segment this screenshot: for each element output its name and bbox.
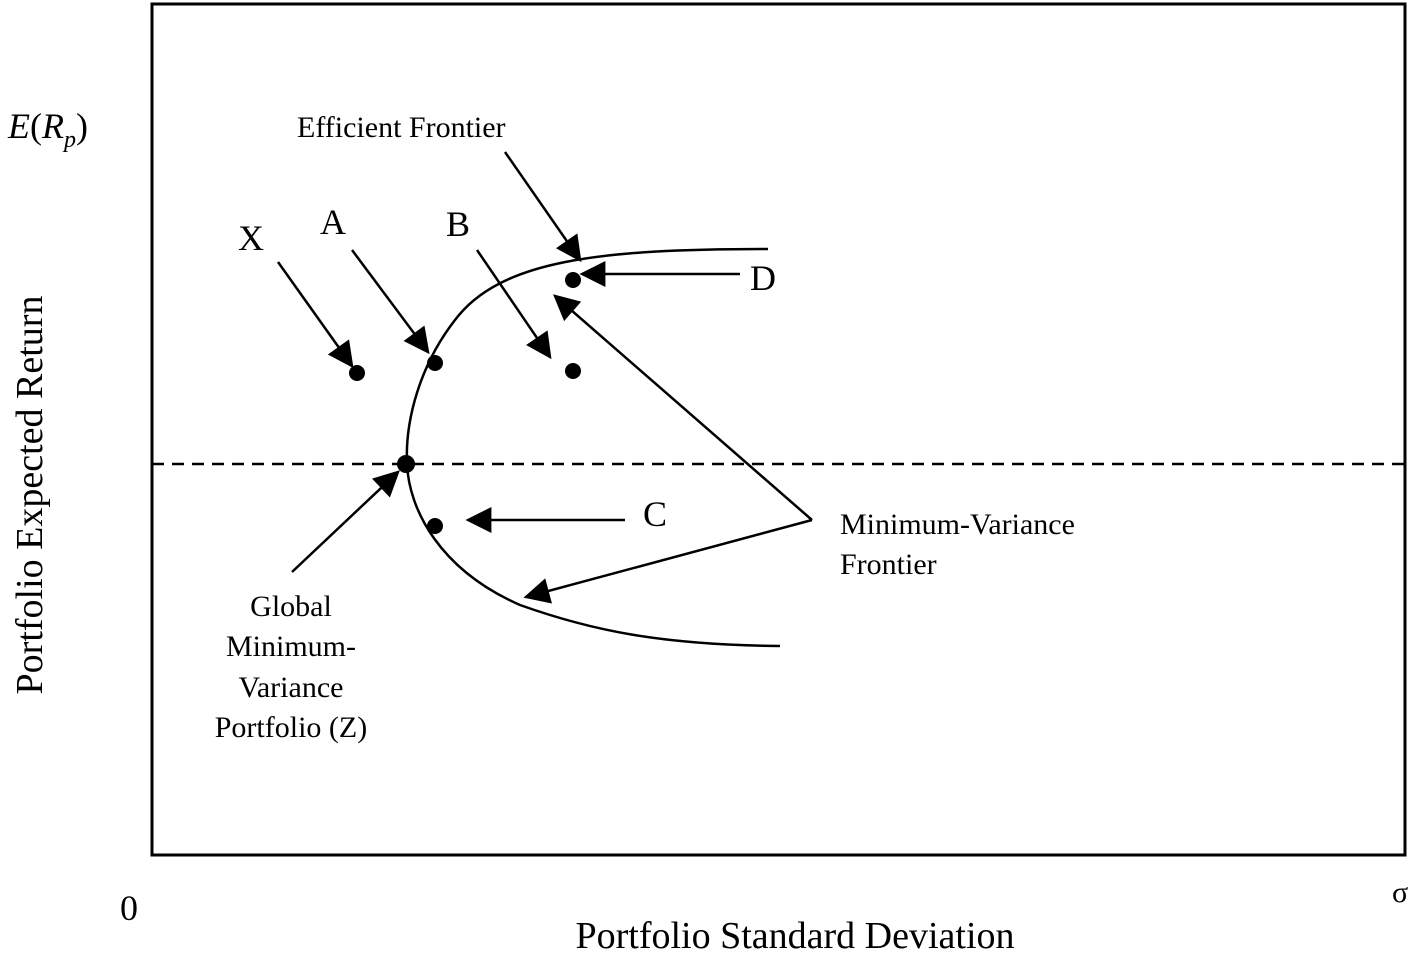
arrow-gmv — [291, 470, 400, 573]
y-axis-symbol: E(Rp) — [7, 106, 88, 153]
arrow-x — [276, 261, 354, 369]
label-gmv-3: Variance — [239, 671, 344, 704]
plot-frame — [150, 2, 1407, 857]
point-a — [427, 355, 443, 371]
label-x: X — [238, 218, 264, 258]
label-gmv-2: Minimum- — [226, 630, 356, 663]
y-axis-title: Portfolio Expected Return — [9, 296, 51, 695]
point-z — [397, 455, 415, 473]
label-gmv-1: Global — [250, 590, 332, 623]
arrow-mvf-lower — [523, 518, 813, 604]
arrow-b — [475, 249, 552, 360]
label-minimum-variance-frontier-1: Minimum-Variance — [840, 508, 1075, 541]
label-gmv-4: Portfolio (Z) — [215, 711, 367, 744]
label-b: B — [446, 204, 470, 244]
point-x — [349, 365, 365, 381]
x-axis-symbol: σ — [1392, 876, 1408, 909]
label-c: C — [643, 494, 667, 534]
label-a: A — [320, 202, 346, 242]
label-efficient-frontier: Efficient Frontier — [297, 111, 506, 144]
arrow-a — [350, 249, 430, 355]
label-d: D — [750, 258, 776, 298]
point-d — [565, 272, 581, 288]
point-b — [565, 363, 581, 379]
arrow-mvf-upper — [553, 294, 813, 521]
x-axis-origin: 0 — [120, 888, 138, 928]
point-c — [427, 518, 443, 534]
arrow-efficient-frontier — [503, 151, 582, 263]
label-minimum-variance-frontier-2: Frontier — [840, 548, 937, 581]
minimum-variance-frontier-curve — [405, 247, 781, 648]
x-axis-title: Portfolio Standard Deviation — [575, 915, 1014, 957]
